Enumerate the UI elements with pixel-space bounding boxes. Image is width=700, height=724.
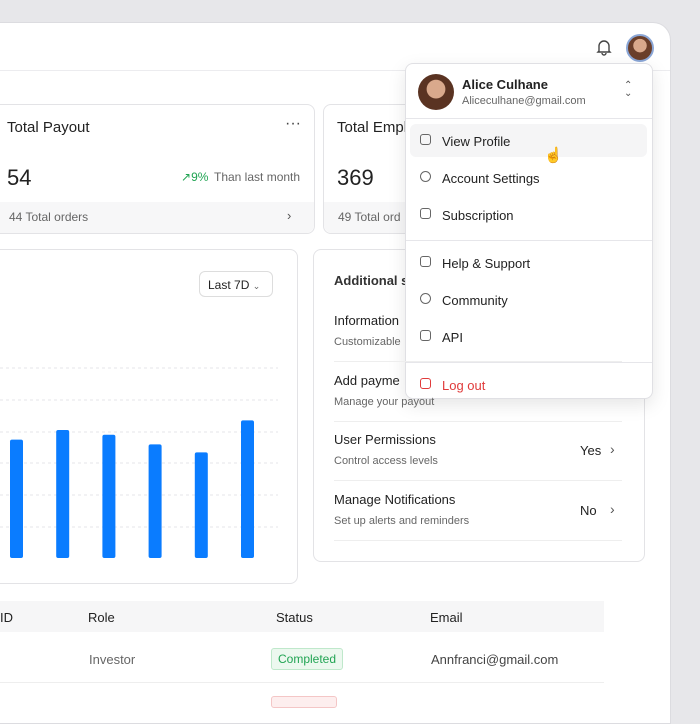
setting-value: No xyxy=(580,502,597,518)
range-select[interactable]: Last 7D ⌄ xyxy=(199,271,273,297)
menu-icon xyxy=(420,256,431,267)
switch-icon[interactable]: ⌃ ⌄ xyxy=(624,80,633,99)
menu-icon xyxy=(420,293,431,304)
payout-card: Total Payout ··· 54 ↗9% Than last month … xyxy=(0,104,315,234)
setting-title: User Permissions xyxy=(334,432,436,447)
menu-icon xyxy=(420,208,431,219)
chevron: › xyxy=(610,441,615,457)
menu-item[interactable]: Account Settings xyxy=(406,164,652,192)
divider xyxy=(334,361,622,362)
setting-subtitle: Manage your payout xyxy=(334,395,435,408)
menu-item[interactable]: API xyxy=(406,323,652,351)
menu-label: Account Settings xyxy=(442,171,540,186)
more-icon[interactable]: ··· xyxy=(285,115,301,132)
cell: Investor xyxy=(89,652,136,667)
bar xyxy=(148,444,162,558)
bar xyxy=(56,430,70,558)
page: Total Payout ··· 54 ↗9% Than last month … xyxy=(0,22,671,724)
bar xyxy=(241,420,254,558)
setting-title: Manage Notifications xyxy=(334,491,456,507)
settings-title: Additional s xyxy=(334,273,409,288)
menu-label: Help & Support xyxy=(442,256,531,271)
bell-icon[interactable] xyxy=(595,38,613,56)
divider xyxy=(334,539,622,541)
th: Email xyxy=(430,610,463,625)
card-value: 54 xyxy=(7,165,32,190)
divider xyxy=(334,480,622,481)
bar xyxy=(194,452,208,558)
menu-label: Log out xyxy=(442,378,486,393)
setting-subtitle: Set up alerts and reminders xyxy=(334,514,470,527)
chevron: › xyxy=(610,500,615,517)
divider xyxy=(334,420,622,422)
avatar[interactable] xyxy=(626,34,654,62)
header-divider xyxy=(0,70,670,71)
bar xyxy=(102,434,116,558)
menu-divider xyxy=(406,362,652,363)
menu-divider xyxy=(406,240,652,241)
user-name: Alice Culhane xyxy=(462,77,548,92)
th: Status xyxy=(276,610,313,625)
menu-item[interactable]: Community xyxy=(406,286,652,314)
status-badge: Completed xyxy=(271,648,344,670)
card-footer: 44 Total orders xyxy=(9,210,89,224)
bar-chart xyxy=(0,367,278,558)
menu-item[interactable]: Log out xyxy=(406,371,652,399)
card-title: Total Empl xyxy=(337,119,408,136)
profile-dropdown: Alice Culhane Aliceculhane@gmail.com ⌃ ⌄ … xyxy=(405,63,653,399)
change-value: 9% xyxy=(191,170,209,184)
card-change: ↗9% xyxy=(181,170,209,184)
setting-subtitle: Control access levels xyxy=(334,455,438,467)
menu-item[interactable]: View Profile xyxy=(406,127,652,155)
th: Role xyxy=(88,610,115,625)
setting-title: Add payme xyxy=(334,372,400,388)
table-header xyxy=(0,601,604,632)
bar xyxy=(10,439,23,558)
th: ID xyxy=(0,610,13,625)
card-title: Total Payout xyxy=(7,119,90,136)
menu-label: API xyxy=(442,330,463,345)
menu-icon xyxy=(420,134,431,145)
card-footer: 49 Total ord xyxy=(338,210,401,224)
setting-subtitle: Customizable xyxy=(334,336,401,348)
menu-icon xyxy=(420,330,431,341)
menu-icon xyxy=(420,171,431,182)
menu-item[interactable]: Subscription xyxy=(406,201,652,229)
card-value: 369 xyxy=(337,165,374,190)
menu-label: Community xyxy=(442,293,508,308)
setting-value: Yes xyxy=(580,443,602,458)
cell: Annfranci@gmail.com xyxy=(431,652,559,667)
change-note: Than last month xyxy=(214,170,301,184)
hover-bg xyxy=(410,124,647,157)
menu-item[interactable]: Help & Support xyxy=(406,249,652,277)
cursor: ☝ xyxy=(544,147,563,164)
menu-divider xyxy=(406,118,652,119)
menu-icon xyxy=(420,378,431,389)
menu-label: View Profile xyxy=(442,134,511,149)
menu-avatar xyxy=(418,74,454,110)
setting-title: Information xyxy=(334,313,400,328)
range-label: Last 7D xyxy=(208,278,250,292)
user-email: Aliceculhane@gmail.com xyxy=(462,95,586,107)
menu-label: Subscription xyxy=(442,208,514,223)
